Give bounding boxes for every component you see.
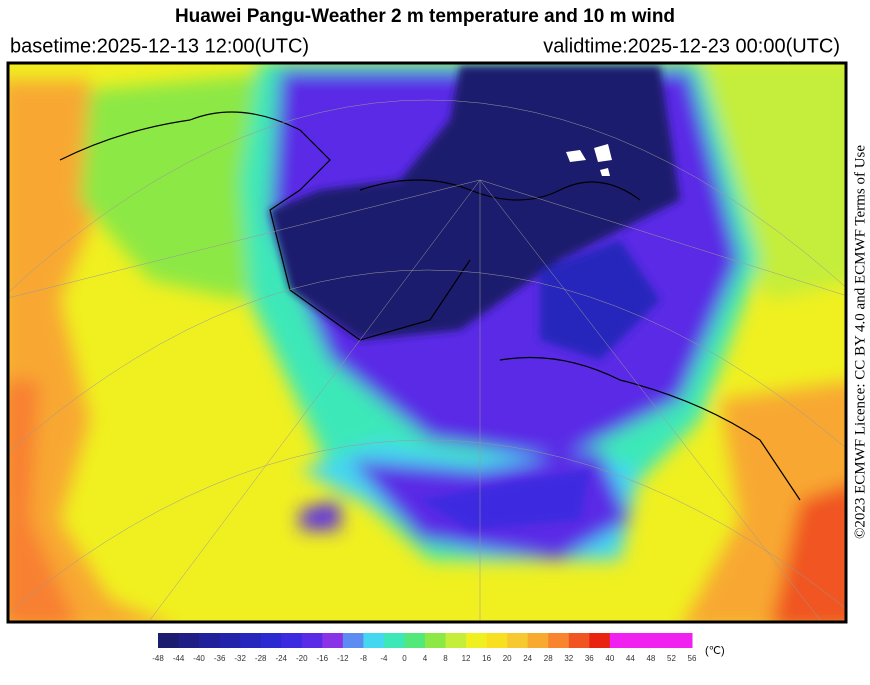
colorbar-unit: (℃) xyxy=(705,645,725,657)
colorbar-segment xyxy=(548,633,570,648)
colorbar-tick-label: -20 xyxy=(296,654,308,663)
colorbar-tick-label: 44 xyxy=(626,654,635,663)
temperature-map xyxy=(9,64,845,621)
colorbar-segment xyxy=(425,633,447,648)
colorbar-tick-label: 16 xyxy=(482,654,491,663)
colorbar-tick-label: -44 xyxy=(173,654,185,663)
colorbar-segment xyxy=(630,633,652,648)
colorbar-tick-label: 56 xyxy=(688,654,697,663)
graticule xyxy=(9,99,845,621)
colorbar-tick-label: -24 xyxy=(275,654,287,663)
colorbar-tick-label: 48 xyxy=(646,654,655,663)
colorbar-tick-label: 28 xyxy=(544,654,553,663)
colorbar-tick-label: 4 xyxy=(423,654,428,663)
colorbar-segment xyxy=(404,633,426,648)
colorbar-tick-label: 20 xyxy=(503,654,512,663)
colorbar-tick-label: 32 xyxy=(564,654,573,663)
colorbar-segment xyxy=(301,633,323,648)
map-frame xyxy=(6,61,848,624)
validtime: validtime:2025-12-23 00:00(UTC) xyxy=(543,35,840,57)
coastlines xyxy=(59,111,801,501)
colorbar-tick-label: -48 xyxy=(152,654,164,663)
colorbar-tick-label: 24 xyxy=(523,654,532,663)
colorbar-segment xyxy=(486,633,508,648)
colorbar: -48 -44 -40 -36 -32 -28 -24 -20 -16 -12 -8 -4 0 4 8 12 1… xyxy=(152,633,697,663)
colorbar-tick-label: -8 xyxy=(360,654,368,663)
colorbar-segment xyxy=(466,633,488,648)
colorbar-tick-label: -12 xyxy=(337,654,349,663)
colorbar-segment xyxy=(383,633,405,648)
ice-patches xyxy=(566,144,612,176)
colorbar-segment xyxy=(342,633,364,648)
colorbar-segment xyxy=(322,633,344,648)
colorbar-segment xyxy=(445,633,467,648)
colorbar-segment xyxy=(589,633,611,648)
colorbar-segment xyxy=(527,633,549,648)
colorbar-segment xyxy=(199,633,221,648)
licence: ©2023 ECMWF Licence: CC BY 4.0 and ECMWF… xyxy=(852,145,868,539)
basetime: basetime:2025-12-13 12:00(UTC) xyxy=(10,35,309,57)
colorbar-tick-label: -28 xyxy=(255,654,267,663)
colorbar-tick-label: -36 xyxy=(214,654,226,663)
colorbar-segment xyxy=(650,633,672,648)
colorbar-tick-label: 36 xyxy=(585,654,594,663)
colorbar-tick-label: 40 xyxy=(605,654,614,663)
colorbar-tick-label: -32 xyxy=(234,654,246,663)
colorbar-tick-label: 52 xyxy=(667,654,676,663)
colorbar-segment xyxy=(158,633,180,648)
colorbar-tick-label: 12 xyxy=(462,654,471,663)
title: Huawei Pangu-Weather 2 m temperature and… xyxy=(175,6,675,27)
colorbar-segment xyxy=(240,633,262,648)
colorbar-tick-label: 0 xyxy=(402,654,407,663)
colorbar-tick-label: -16 xyxy=(317,654,329,663)
colorbar-segment xyxy=(281,633,303,648)
colorbar-segment xyxy=(260,633,282,648)
colorbar-segment xyxy=(363,633,385,648)
colorbar-tick-label: -4 xyxy=(380,654,388,663)
colorbar-tick-label: 8 xyxy=(443,654,448,663)
colorbar-tick-label: -40 xyxy=(193,654,205,663)
colorbar-segment xyxy=(219,633,241,648)
colorbar-segment xyxy=(568,633,590,648)
colorbar-segment xyxy=(507,633,529,648)
colorbar-segment xyxy=(178,633,200,648)
colorbar-segment xyxy=(609,633,631,648)
colorbar-segment xyxy=(671,633,693,648)
